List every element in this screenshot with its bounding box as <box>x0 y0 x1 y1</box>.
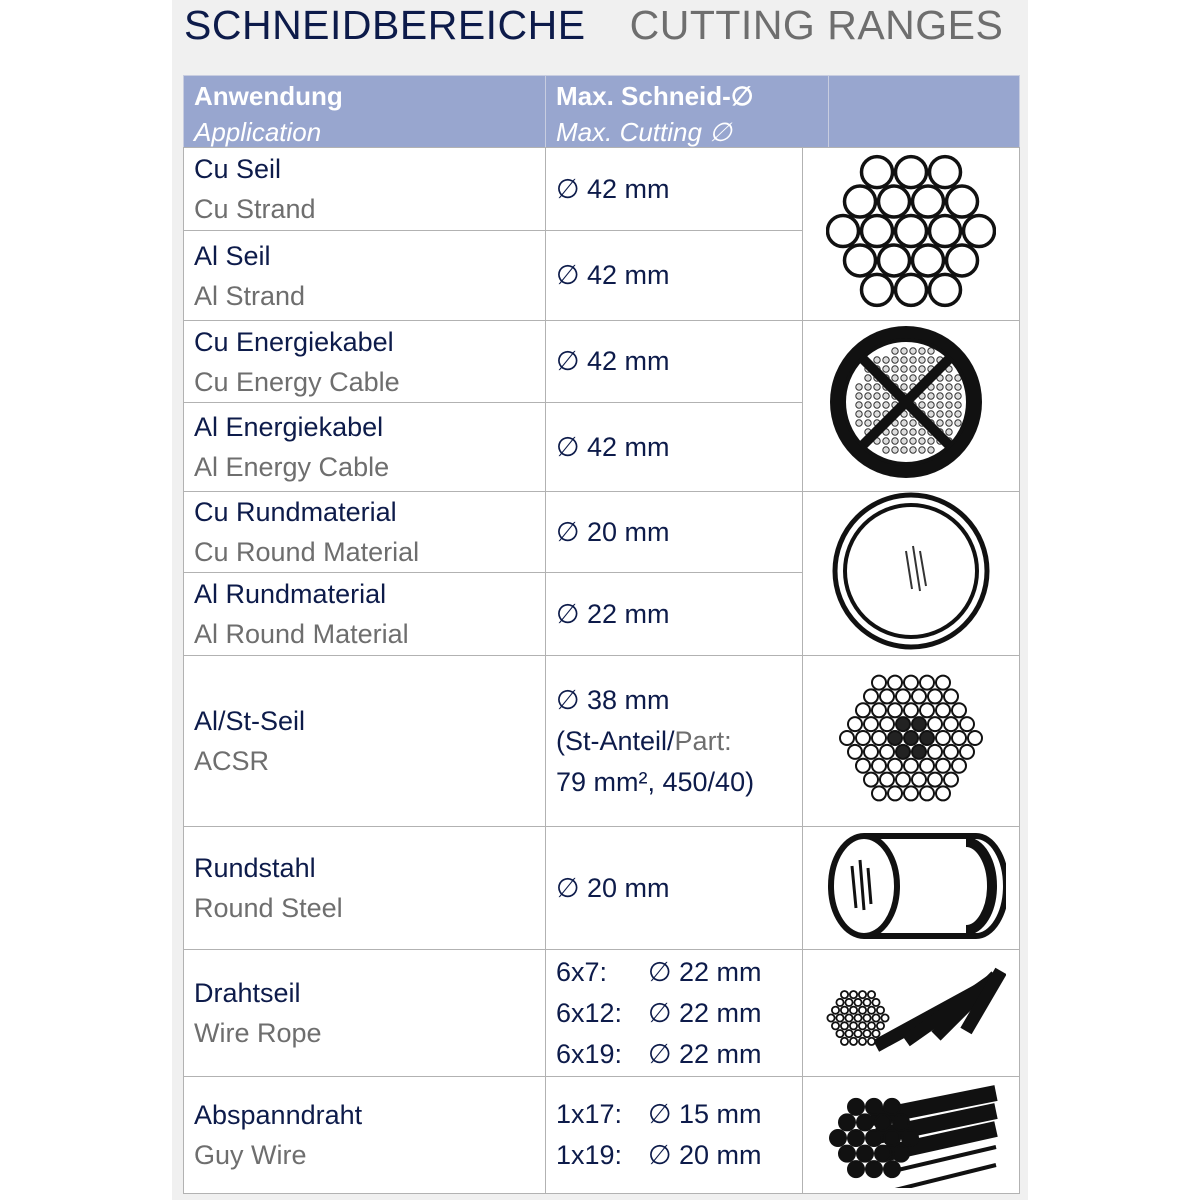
application-cell: Cu Rundmaterial Cu Round Material <box>183 491 546 573</box>
wire-rope-icon <box>816 956 1007 1071</box>
energy-cable-cross-section-icon <box>821 324 1001 489</box>
application-de: Al/St-Seil <box>194 706 306 736</box>
cutting-type: 6x19: <box>556 1038 623 1069</box>
cutting-line: 6x12: ∅ 22 mm <box>556 993 792 1034</box>
cutting-cell: ∅ 20 mm <box>545 826 803 950</box>
cutting-note-value: 79 mm², 450/40) <box>556 766 755 797</box>
cutting-value: ∅ 22 mm <box>648 1038 762 1069</box>
cutting-value: ∅ 42 mm <box>556 346 670 376</box>
application-de: Cu Seil <box>194 154 282 184</box>
page-title: SCHNEIDBEREICHE CUTTING RANGES <box>184 2 1003 49</box>
application-de: Cu Rundmaterial <box>194 497 397 527</box>
cutting-note-de: (St-Anteil/ <box>556 725 675 756</box>
application-de: Drahtseil <box>194 978 301 1008</box>
cutting-value: ∅ 42 mm <box>556 431 670 462</box>
application-de: Cu Energiekabel <box>194 326 394 357</box>
application-de: Abspanndraht <box>194 1100 363 1130</box>
application-cell: Cu Energiekabel Cu Energy Cable <box>183 320 546 403</box>
title-en: CUTTING RANGES <box>629 2 1004 48</box>
cutting-cell: ∅ 42 mm <box>545 147 803 231</box>
cutting-cell: ∅ 42 mm <box>545 230 803 321</box>
cutting-type: 1x19: <box>556 1140 623 1170</box>
header-cutting-en: Max. Cutting ∅ <box>556 117 732 147</box>
header-application-en: Application <box>194 117 322 147</box>
header-image <box>828 75 1020 148</box>
guy-wire-icon <box>816 1078 1006 1193</box>
application-de: Al Seil <box>194 240 271 271</box>
image-cell <box>802 320 1020 492</box>
cutting-type: 1x17: <box>556 1099 623 1129</box>
cutting-cell: 1x17: ∅ 15 mm 1x19: ∅ 20 mm <box>545 1076 803 1194</box>
cutting-type: 6x7: <box>556 956 608 987</box>
strand-cross-section-icon <box>825 149 997 319</box>
application-de: Rundstahl <box>194 853 316 883</box>
application-en: Al Strand <box>194 280 306 311</box>
application-en: Cu Energy Cable <box>194 366 400 397</box>
cutting-note: (St-Anteil/Part: <box>556 721 792 762</box>
cutting-value: ∅ 22 mm <box>648 956 762 987</box>
image-cell <box>802 655 1020 827</box>
cutting-cell: ∅ 22 mm <box>545 572 803 656</box>
cutting-cell: ∅ 38 mm (St-Anteil/Part: 79 mm², 450/40) <box>545 655 803 827</box>
header-cutting-de: Max. Schneid-∅ <box>556 81 754 111</box>
application-cell: Abspanndraht Guy Wire <box>183 1076 546 1194</box>
cutting-note-en: Part: <box>674 725 732 756</box>
cutting-value: ∅ 42 mm <box>556 173 670 204</box>
header-application: Anwendung Application <box>183 75 546 148</box>
cutting-value: ∅ 42 mm <box>556 260 670 290</box>
application-en: Cu Strand <box>194 194 316 224</box>
cutting-value: ∅ 38 mm <box>556 684 670 715</box>
application-cell: Cu Seil Cu Strand <box>183 147 546 231</box>
round-material-icon <box>826 491 996 656</box>
image-cell <box>802 826 1020 950</box>
acsr-cross-section-icon <box>826 656 996 826</box>
image-cell <box>802 491 1020 656</box>
cutting-line: 6x19: ∅ 22 mm <box>556 1034 792 1075</box>
application-en: ACSR <box>194 746 270 776</box>
application-cell: Rundstahl Round Steel <box>183 826 546 950</box>
application-en: Guy Wire <box>194 1140 307 1170</box>
image-cell <box>802 147 1020 321</box>
image-cell <box>802 1076 1020 1194</box>
cutting-cell: ∅ 42 mm <box>545 402 803 492</box>
cutting-value: ∅ 22 mm <box>556 598 670 629</box>
header-application-de: Anwendung <box>194 81 343 111</box>
cutting-value: ∅ 15 mm <box>648 1099 762 1129</box>
cutting-cell: 6x7: ∅ 22 mm 6x12: ∅ 22 mm 6x19: ∅ 22 mm <box>545 949 803 1077</box>
title-de: SCHNEIDBEREICHE <box>184 2 586 48</box>
cutting-cell: ∅ 42 mm <box>545 320 803 403</box>
cutting-line: 6x7: ∅ 22 mm <box>556 952 792 993</box>
cutting-line: 1x19: ∅ 20 mm <box>556 1135 792 1176</box>
application-en: Round Steel <box>194 893 343 923</box>
application-en: Wire Rope <box>194 1018 322 1048</box>
application-cell: Al Energiekabel Al Energy Cable <box>183 402 546 492</box>
round-steel-icon <box>816 828 1009 948</box>
application-de: Al Energiekabel <box>194 412 384 442</box>
header-cutting: Max. Schneid-∅ Max. Cutting ∅ <box>545 75 829 148</box>
application-de: Al Rundmaterial <box>194 579 387 609</box>
cutting-type: 6x12: <box>556 997 623 1028</box>
application-cell: Al/St-Seil ACSR <box>183 655 546 827</box>
cutting-value: ∅ 22 mm <box>648 997 762 1028</box>
application-cell: Al Rundmaterial Al Round Material <box>183 572 546 656</box>
application-en: Al Round Material <box>194 619 409 649</box>
cutting-value: ∅ 20 mm <box>648 1140 762 1170</box>
application-en: Cu Round Material <box>194 537 420 567</box>
cutting-value: ∅ 20 mm <box>556 516 670 547</box>
cutting-line: 1x17: ∅ 15 mm <box>556 1094 792 1135</box>
application-cell: Al Seil Al Strand <box>183 230 546 321</box>
application-cell: Drahtseil Wire Rope <box>183 949 546 1077</box>
cutting-cell: ∅ 20 mm <box>545 491 803 573</box>
image-cell <box>802 949 1020 1077</box>
cutting-value: ∅ 20 mm <box>556 872 670 903</box>
application-en: Al Energy Cable <box>194 452 390 482</box>
